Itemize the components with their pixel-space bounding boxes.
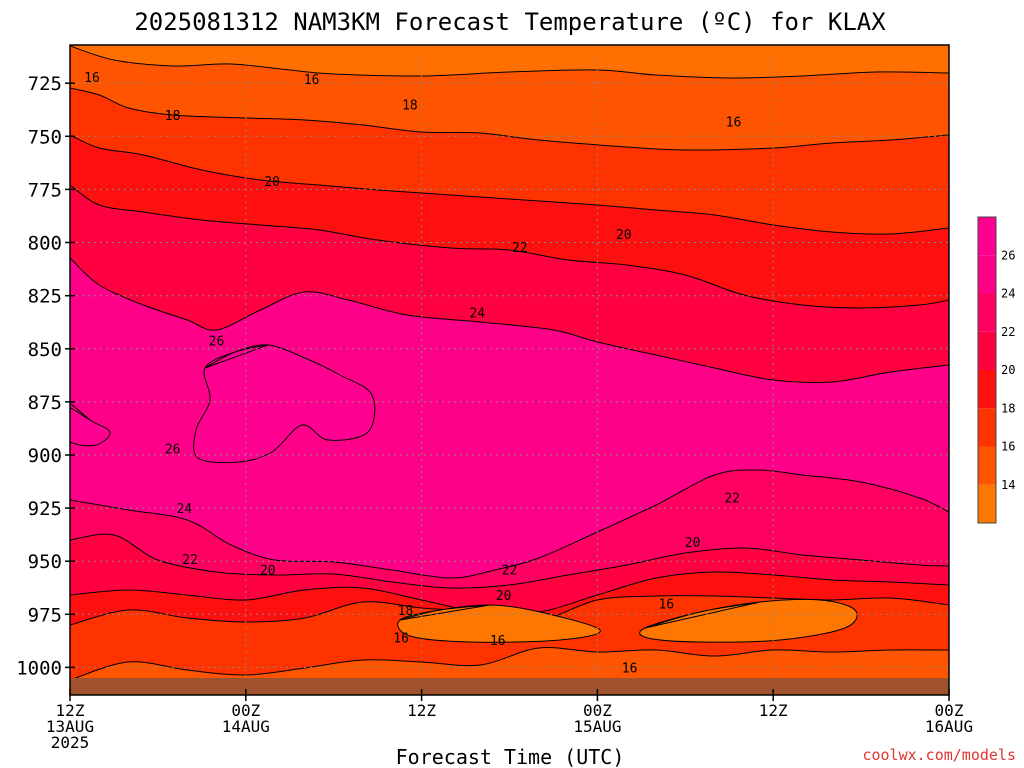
y-tick-label-875: 875 bbox=[28, 392, 62, 414]
contour-label-4: 16 bbox=[726, 116, 742, 131]
contour-label-11: 20 bbox=[616, 228, 632, 243]
x-tick-label-3-1: 15AUG bbox=[573, 717, 621, 736]
x-tick-label-3-0: 00Z bbox=[583, 701, 612, 720]
y-tick-label-800: 800 bbox=[28, 233, 62, 255]
colorbar-label-16: 16 bbox=[1001, 440, 1015, 454]
colorbar-label-14: 14 bbox=[1001, 478, 1015, 492]
credit-text: coolwx.com/models bbox=[862, 746, 1016, 764]
x-tick-label-4-0: 12Z bbox=[759, 701, 788, 720]
y-tick-label-850: 850 bbox=[28, 339, 62, 361]
colorbar-label-22: 22 bbox=[1001, 325, 1015, 339]
colorbar-label-26: 26 bbox=[1001, 248, 1015, 262]
colorbar-swatch-6 bbox=[978, 255, 996, 294]
contour-line-lower-4 bbox=[70, 469, 949, 579]
colorbar-frame bbox=[977, 216, 997, 524]
contour-label-15: 22 bbox=[512, 241, 528, 256]
contour-line-lower-0 bbox=[70, 647, 949, 681]
contour-label-7: 18 bbox=[165, 109, 181, 124]
contour-core-26-1 bbox=[70, 402, 111, 447]
contour-label-17: 22 bbox=[502, 564, 518, 579]
contour-label-2: 16 bbox=[490, 634, 506, 649]
contour-line-upper-2 bbox=[70, 134, 949, 235]
contour-label-3: 16 bbox=[658, 598, 674, 613]
contour-label-12: 20 bbox=[260, 564, 276, 579]
colorbar: 14 16 18 20 22 24 26 bbox=[977, 216, 1015, 524]
y-tick-label-950: 950 bbox=[28, 551, 62, 573]
colorbar-swatch-4 bbox=[978, 331, 996, 371]
colorbar-swatch-2 bbox=[978, 408, 996, 447]
x-tick-label-1-1: 14AUG bbox=[222, 717, 270, 736]
contour-label-1: 16 bbox=[304, 73, 320, 88]
contour-label-5: 16 bbox=[622, 661, 638, 676]
contour-line-upper-0 bbox=[70, 45, 949, 79]
y-tick-label-975: 975 bbox=[28, 604, 62, 626]
contour-label-16: 22 bbox=[182, 553, 198, 568]
grid-lines bbox=[69, 45, 950, 695]
contour-core-26-0 bbox=[193, 344, 376, 464]
y-tick-label-775: 775 bbox=[28, 179, 62, 201]
contour-label-21: 26 bbox=[209, 334, 225, 349]
colorbar-swatch-3 bbox=[978, 370, 996, 409]
x-tick-label-0-2: 2025 bbox=[51, 733, 90, 752]
terrain-strip bbox=[70, 678, 949, 695]
ground-surface bbox=[70, 678, 949, 695]
contour-label-20: 24 bbox=[176, 502, 192, 517]
colorbar-label-20: 20 bbox=[1001, 363, 1015, 377]
colorbar-label-24: 24 bbox=[1001, 287, 1015, 301]
contour-label-6: 16 bbox=[393, 632, 409, 647]
contour-label-8: 18 bbox=[402, 99, 418, 114]
contour-label-0: 16 bbox=[84, 71, 100, 86]
x-tick-label-5-0: 00Z bbox=[935, 701, 964, 720]
contour-label-13: 20 bbox=[496, 589, 512, 604]
colorbar-swatch-0 bbox=[978, 484, 996, 524]
y-tick-label-900: 900 bbox=[28, 445, 62, 467]
colorbar-swatch-7 bbox=[978, 217, 996, 256]
x-tick-label-5-1: 16AUG bbox=[925, 717, 973, 736]
y-tick-label-1000: 1000 bbox=[16, 657, 62, 679]
contour-label-14: 20 bbox=[685, 536, 701, 551]
colorbar-label-18: 18 bbox=[1001, 401, 1015, 415]
contour-pocket-16-1 bbox=[639, 598, 858, 643]
y-tick-label-750: 750 bbox=[28, 126, 62, 148]
contour-labels: 16 16 16 16 16 16 16 18 18 18 20 20 20 20 20 22 22 22 22 24… bbox=[84, 71, 741, 677]
y-tick-label-825: 825 bbox=[28, 286, 62, 308]
contour-label-18: 22 bbox=[724, 492, 740, 507]
contour-label-9: 18 bbox=[398, 604, 414, 619]
x-tick-label-2-0: 12Z bbox=[407, 701, 436, 720]
contour-line-upper-1 bbox=[70, 87, 949, 151]
y-tick-label-725: 725 bbox=[28, 73, 62, 95]
colorbar-swatch-1 bbox=[978, 446, 996, 485]
contour-label-10: 20 bbox=[264, 175, 280, 190]
y-tick-label-925: 925 bbox=[28, 498, 62, 520]
chart-title: 2025081312 NAM3KM Forecast Temperature (… bbox=[134, 8, 886, 36]
contour-label-22: 26 bbox=[165, 443, 181, 458]
plot-frame bbox=[69, 44, 950, 696]
x-tick-label-0-1: 13AUG bbox=[46, 717, 94, 736]
x-tick-label-0-0: 12Z bbox=[56, 701, 85, 720]
x-tick-label-1-0: 00Z bbox=[231, 701, 260, 720]
x-axis-label: Forecast Time (UTC) bbox=[396, 745, 625, 768]
contour-line-upper-3 bbox=[70, 184, 949, 309]
contour-line-lower-3 bbox=[70, 533, 949, 589]
colorbar-swatch-5 bbox=[978, 293, 996, 332]
contour-line-upper-4 bbox=[70, 257, 949, 384]
y-axis: 725 750 775 800 825 850 875 900 925 950 975 1000 bbox=[16, 73, 75, 679]
contour-label-19: 24 bbox=[469, 307, 485, 322]
